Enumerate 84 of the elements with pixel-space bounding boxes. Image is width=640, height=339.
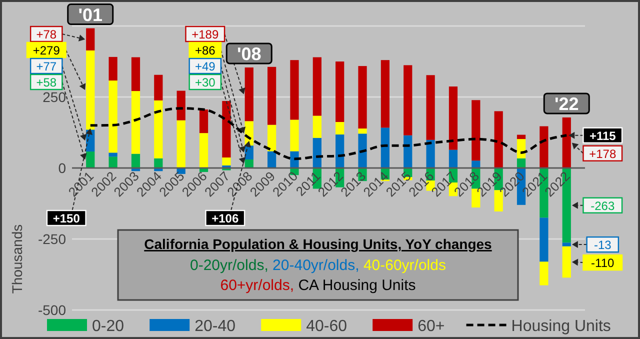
bar bbox=[404, 65, 412, 136]
bar bbox=[336, 122, 344, 134]
y-tick-label: -250 bbox=[38, 231, 66, 247]
legend-label: 20-40 bbox=[194, 318, 236, 335]
bar bbox=[86, 152, 95, 168]
bar bbox=[154, 74, 163, 100]
data-label: +58 bbox=[36, 76, 57, 90]
data-label: +189 bbox=[192, 28, 219, 42]
data-label: -110 bbox=[591, 256, 615, 270]
data-label: +115 bbox=[589, 128, 616, 143]
bar bbox=[540, 262, 548, 286]
data-label: +49 bbox=[194, 60, 216, 74]
annotation: '08 bbox=[236, 44, 262, 64]
bar bbox=[380, 128, 390, 168]
bar bbox=[540, 126, 548, 168]
bar bbox=[562, 117, 571, 168]
bar bbox=[516, 158, 526, 168]
bar bbox=[290, 151, 299, 168]
data-label: +30 bbox=[194, 76, 216, 90]
bar bbox=[154, 158, 163, 168]
bar bbox=[108, 56, 118, 81]
bar bbox=[244, 67, 254, 122]
data-label: +279 bbox=[32, 44, 60, 58]
bar bbox=[312, 138, 322, 168]
y-tick-label: 250 bbox=[42, 89, 66, 105]
bar bbox=[267, 124, 276, 152]
data-label: +78 bbox=[36, 28, 57, 42]
bar bbox=[516, 134, 526, 140]
bar bbox=[472, 100, 480, 161]
bar bbox=[290, 60, 299, 120]
bar bbox=[199, 133, 208, 168]
y-axis-title: Thousands bbox=[9, 224, 25, 294]
bar bbox=[312, 116, 322, 138]
annotation: '01 bbox=[78, 4, 103, 25]
bar bbox=[380, 60, 390, 128]
bar bbox=[108, 152, 118, 157]
text: California Population & Housing Units, YoY changes bbox=[144, 236, 492, 252]
data-label: +86 bbox=[194, 44, 216, 58]
bar bbox=[267, 66, 276, 125]
bar bbox=[358, 134, 367, 168]
legend-label: 0-20 bbox=[92, 318, 124, 335]
bar bbox=[404, 135, 412, 168]
data-label: +77 bbox=[36, 60, 57, 74]
bar bbox=[448, 150, 458, 168]
bar bbox=[176, 120, 186, 168]
bar bbox=[131, 57, 140, 92]
data-label: +106 bbox=[212, 212, 239, 226]
bar bbox=[222, 100, 231, 158]
bar bbox=[108, 80, 118, 153]
data-label: -263 bbox=[590, 198, 615, 213]
bar bbox=[562, 246, 571, 278]
legend-label: 60+ bbox=[418, 318, 445, 335]
bar bbox=[267, 151, 276, 168]
bar bbox=[199, 109, 208, 134]
bar bbox=[86, 28, 95, 50]
bar bbox=[290, 120, 299, 152]
annotation: 60+yr/olds, CA Housing Units bbox=[220, 277, 416, 294]
bar bbox=[222, 157, 231, 166]
bar bbox=[516, 139, 526, 158]
y-tick-label: -500 bbox=[38, 302, 66, 318]
bar bbox=[131, 91, 140, 154]
annotation: 0-20yr/olds, 20-40yr/olds, 40-60yr/olds bbox=[190, 257, 446, 274]
data-label: -13 bbox=[594, 238, 612, 252]
legend-label: 40-60 bbox=[306, 318, 348, 335]
bar bbox=[426, 140, 435, 168]
y-tick-label: 0 bbox=[58, 160, 66, 176]
bar bbox=[131, 154, 140, 168]
bar bbox=[426, 75, 435, 140]
data-label: +150 bbox=[52, 212, 80, 226]
bar bbox=[108, 156, 118, 168]
legend-label: Housing Units bbox=[511, 318, 611, 335]
bar bbox=[154, 100, 163, 158]
bar bbox=[358, 128, 367, 134]
annotation: '22 bbox=[554, 94, 579, 114]
bar bbox=[448, 86, 458, 150]
bar bbox=[472, 160, 480, 168]
bar bbox=[358, 66, 367, 129]
bar bbox=[336, 62, 344, 122]
bar bbox=[540, 218, 548, 262]
bar bbox=[494, 111, 503, 168]
data-label: +178 bbox=[589, 146, 616, 161]
bar bbox=[336, 134, 344, 168]
bar bbox=[312, 57, 322, 116]
bar bbox=[176, 90, 186, 120]
